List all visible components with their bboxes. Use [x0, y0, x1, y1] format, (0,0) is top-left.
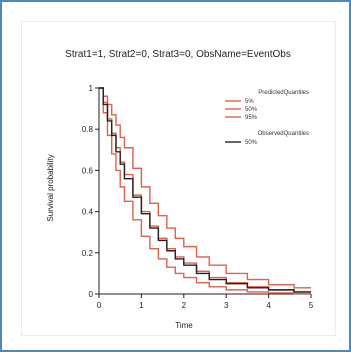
chart-title: Strat1=1, Strat2=0, Strat3=0, ObsName=Ev… [65, 49, 291, 60]
y-tick-label: 0.4 [82, 208, 94, 217]
series-line-predicted-95pct [99, 87, 311, 289]
legend-item-label: 5% [245, 99, 254, 105]
survival-chart: Strat1=1, Strat2=0, Strat3=0, ObsName=Ev… [46, 49, 314, 330]
y-tick-label: 0.8 [82, 125, 94, 134]
series-line-predicted-50pct [99, 87, 311, 293]
legend-group-title: ObservedQuantiles [258, 131, 309, 137]
y-tick-label: 0 [89, 290, 94, 299]
y-tick-label: 1 [89, 84, 94, 93]
legend: PredictedQuantiles 5% 50% 95% ObservedQuanti… [225, 90, 309, 146]
legend-item-label: 50% [245, 140, 258, 146]
x-tick-label: 5 [309, 301, 314, 310]
series-line-predicted-5pct [99, 87, 311, 295]
series-layer [99, 87, 311, 295]
y-tick-label: 0.2 [82, 249, 94, 258]
y-tick-label: 0.6 [82, 166, 94, 175]
axes: 0 1 2 3 4 5 0 0.2 0.4 0.6 0.8 1 [82, 84, 314, 310]
plot-panel: Strat1=1, Strat2=0, Strat3=0, ObsName=Ev… [21, 21, 336, 336]
x-tick-label: 4 [266, 301, 271, 310]
x-axis-label: Time [175, 321, 193, 330]
x-tick-label: 2 [182, 301, 187, 310]
x-tick-label: 1 [139, 301, 144, 310]
y-axis-label: Survival probability [46, 154, 55, 221]
legend-item-label: 50% [245, 107, 258, 113]
legend-group-title: PredictedQuantiles [258, 90, 309, 96]
x-tick-label: 3 [224, 301, 229, 310]
series-line-observed-50pct [99, 87, 311, 293]
x-tick-label: 0 [97, 301, 102, 310]
legend-item-label: 95% [245, 115, 258, 121]
